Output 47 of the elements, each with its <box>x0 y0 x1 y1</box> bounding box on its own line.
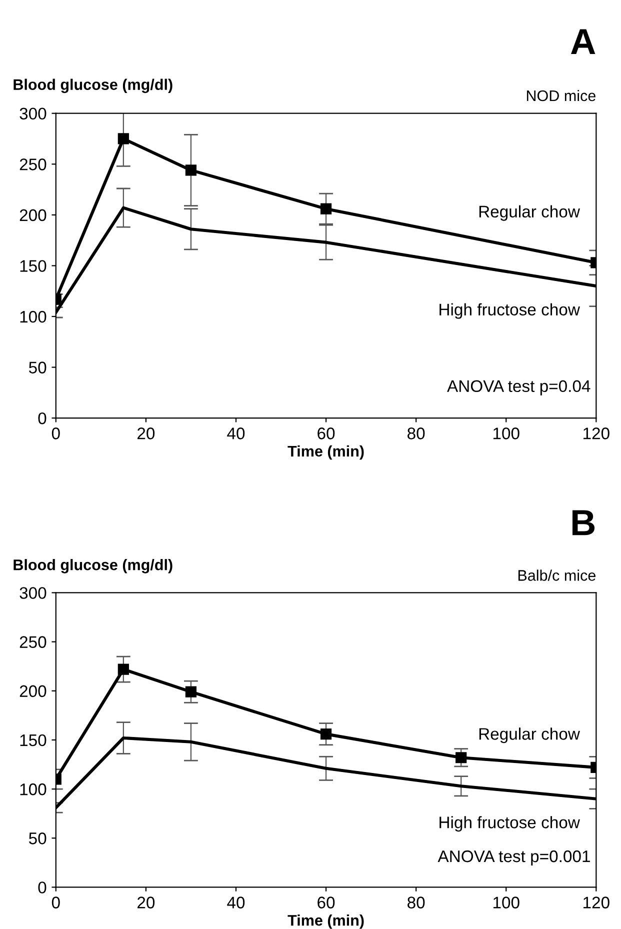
x-tick-label: 0 <box>52 896 60 908</box>
y-tick-label: 300 <box>20 108 46 120</box>
y-tick-label: 200 <box>20 685 46 698</box>
y-tick-label: 150 <box>20 260 46 272</box>
x-tick-label: 40 <box>227 896 245 908</box>
annotation: ANOVA test p=0.04 <box>447 380 590 396</box>
point <box>320 203 332 214</box>
x-tick-label: 60 <box>318 428 335 440</box>
x-tick-label: 20 <box>138 428 155 440</box>
y-tick-label: 300 <box>20 587 46 599</box>
x-tick-label: 80 <box>408 428 425 440</box>
point <box>185 686 197 698</box>
y-tick-label: 150 <box>20 734 46 746</box>
chart-subtitle: NOD mice <box>526 90 596 102</box>
x-tick-label: 40 <box>227 428 245 440</box>
point <box>185 164 197 176</box>
x-tick-label: 20 <box>138 896 155 908</box>
series-label: High fructose chow <box>440 303 580 319</box>
point <box>118 133 129 144</box>
point <box>320 728 332 740</box>
x-tick-label: 100 <box>493 428 520 440</box>
y-tick-label: 50 <box>28 362 46 374</box>
y-tick-label: 0 <box>38 412 46 424</box>
y-tick-label: 250 <box>20 636 46 648</box>
y-axis-title: Blood glucose (mg/dl) <box>14 78 172 94</box>
annotation: ANOVA test p=0.001 <box>438 850 590 866</box>
x-axis-title: Time (min) <box>288 914 364 929</box>
series-label: Regular chow <box>479 728 580 744</box>
y-tick-label: 0 <box>38 882 46 894</box>
chart-title: A <box>570 29 596 54</box>
chart-title: B <box>572 510 595 536</box>
y-axis-title: Blood glucose (mg/dl) <box>14 559 172 574</box>
y-tick-label: 50 <box>28 832 46 844</box>
x-tick-label: 120 <box>584 428 610 440</box>
x-tick-label: 100 <box>493 896 520 908</box>
x-tick-label: 80 <box>408 896 425 908</box>
x-tick-label: 120 <box>584 896 610 908</box>
series-label: High fructose chow <box>440 816 580 832</box>
y-tick-label: 200 <box>20 209 46 222</box>
chart-subtitle: Balb/c mice <box>518 570 596 581</box>
y-tick-label: 250 <box>20 158 46 170</box>
x-tick-label: 60 <box>318 896 335 908</box>
x-axis-title: Time (min) <box>288 445 364 460</box>
y-tick-label: 100 <box>20 783 46 796</box>
x-tick-label: 0 <box>52 428 60 440</box>
series-label: Regular chow <box>479 205 580 221</box>
y-tick-label: 100 <box>20 310 46 323</box>
